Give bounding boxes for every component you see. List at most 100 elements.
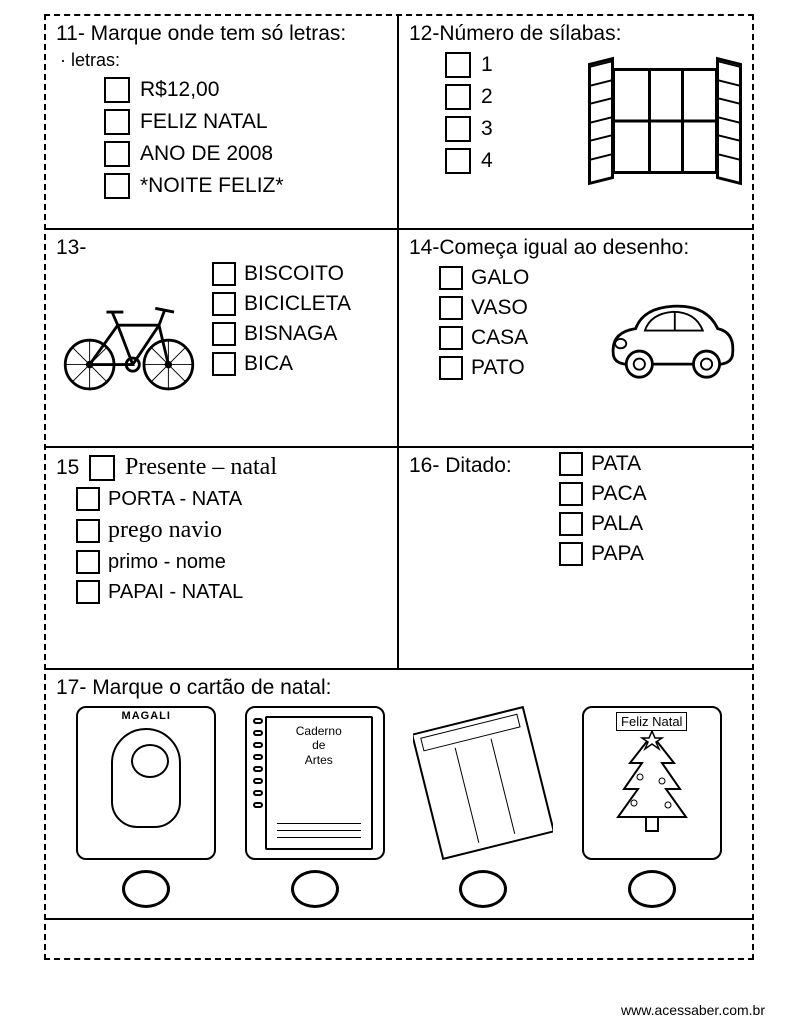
- q14-title: 14-Começa igual ao desenho:: [409, 236, 742, 260]
- q15-option: prego navio: [76, 517, 387, 544]
- checkbox[interactable]: [212, 262, 236, 286]
- spiral-icon: [253, 718, 263, 848]
- checkbox[interactable]: [439, 266, 463, 290]
- newspaper-icon: [413, 706, 553, 860]
- card-jornal: [408, 706, 558, 908]
- checkbox[interactable]: [104, 173, 130, 199]
- checkbox[interactable]: [439, 296, 463, 320]
- q15-option: PAPAI - NATAL: [76, 580, 387, 604]
- q11-subword: letras:: [71, 50, 120, 70]
- q13-option: BICICLETA: [212, 292, 387, 316]
- checkbox[interactable]: [559, 512, 583, 536]
- option-label: BISNAGA: [244, 322, 337, 346]
- q13-options: BISCOITO BICICLETA BISNAGA BICA: [212, 262, 387, 376]
- option-label: GALO: [471, 266, 529, 290]
- answer-oval[interactable]: [459, 870, 507, 908]
- option-label: 4: [481, 149, 493, 173]
- footer-url: www.acessaber.com.br: [621, 1002, 765, 1018]
- option-label: ANO DE 2008: [140, 142, 273, 166]
- option-label: VASO: [471, 296, 528, 320]
- q15: 15 Presente – natal PORTA - NATA prego n…: [46, 448, 399, 668]
- option-label: 2: [481, 85, 493, 109]
- checkbox[interactable]: [76, 487, 100, 511]
- checkbox[interactable]: [212, 292, 236, 316]
- row-11-12: 11- Marque onde tem só letras: · letras:…: [46, 16, 752, 230]
- jornal-image: [413, 706, 553, 860]
- checkbox[interactable]: [212, 352, 236, 376]
- checkbox[interactable]: [76, 519, 100, 543]
- q14: 14-Começa igual ao desenho: GALO VASO CA…: [399, 230, 752, 446]
- q17-number: 17: [56, 676, 79, 699]
- option-label: 3: [481, 117, 493, 141]
- christmas-tree-icon: [604, 731, 700, 846]
- q13-number: 13: [56, 236, 79, 259]
- car-icon: [602, 288, 742, 388]
- q15-options: PORTA - NATA prego navio primo - nome PA…: [76, 487, 387, 604]
- checkbox[interactable]: [439, 326, 463, 350]
- q12-number: 12: [409, 22, 432, 45]
- checkbox[interactable]: [445, 84, 471, 110]
- q13-option: BISNAGA: [212, 322, 387, 346]
- q16-number: 16: [409, 454, 432, 477]
- checkbox[interactable]: [76, 580, 100, 604]
- checkbox[interactable]: [104, 109, 130, 135]
- checkbox[interactable]: [89, 455, 115, 481]
- q12: 12-Número de sílabas: 1 2 3 4: [399, 16, 752, 228]
- option-label: PACA: [591, 482, 647, 506]
- option-label: FELIZ NATAL: [140, 110, 268, 134]
- q11-option: ANO DE 2008: [104, 141, 387, 167]
- checkbox[interactable]: [212, 322, 236, 346]
- caderno-lines: [277, 817, 361, 838]
- option-label: prego navio: [108, 517, 222, 544]
- checkbox[interactable]: [559, 482, 583, 506]
- q11-title-text: Marque onde tem só letras:: [91, 22, 347, 45]
- caderno-image: Caderno de Artes: [245, 706, 385, 860]
- q11-number: 11: [56, 22, 78, 45]
- option-label: BICA: [244, 352, 293, 376]
- q16-option: PACA: [559, 482, 742, 506]
- q14-option: GALO: [439, 266, 742, 290]
- q16-option: PATA: [559, 452, 742, 476]
- checkbox[interactable]: [76, 550, 100, 574]
- checkbox[interactable]: [445, 52, 471, 78]
- option-label: CASA: [471, 326, 528, 350]
- checkbox[interactable]: [559, 452, 583, 476]
- q17-title: 17- Marque o cartão de natal:: [56, 676, 742, 700]
- bicycle-icon: [54, 288, 204, 398]
- answer-oval[interactable]: [291, 870, 339, 908]
- q15-number: 15: [56, 456, 79, 479]
- option-label: PATA: [591, 452, 641, 476]
- q11-subline: · letras:: [60, 50, 387, 71]
- q11-title: 11- Marque onde tem só letras:: [56, 22, 387, 46]
- q15-first-cursive: Presente – natal: [125, 454, 277, 480]
- answer-oval[interactable]: [122, 870, 170, 908]
- option-label: PALA: [591, 512, 643, 536]
- card-feliz-natal: Feliz Natal: [577, 706, 727, 908]
- checkbox[interactable]: [104, 77, 130, 103]
- checkbox[interactable]: [445, 116, 471, 142]
- row-13-14: 13-: [46, 230, 752, 448]
- feliz-natal-image: Feliz Natal: [582, 706, 722, 860]
- answer-oval[interactable]: [628, 870, 676, 908]
- option-label: PORTA - NATA: [108, 488, 242, 511]
- q13: 13-: [46, 230, 399, 446]
- q11-option: FELIZ NATAL: [104, 109, 387, 135]
- q11-option: R$12,00: [104, 77, 387, 103]
- card-caderno: Caderno de Artes: [240, 706, 390, 908]
- option-label: BISCOITO: [244, 262, 344, 286]
- checkbox[interactable]: [559, 542, 583, 566]
- q11-option: *NOITE FELIZ*: [104, 173, 387, 199]
- option-label: PAPAI - NATAL: [108, 581, 243, 604]
- q12-title-text: Número de sílabas:: [439, 22, 621, 45]
- q17: 17- Marque o cartão de natal: MAGALI: [46, 670, 752, 918]
- q13-option: BISCOITO: [212, 262, 387, 286]
- q15-option: PORTA - NATA: [76, 487, 387, 511]
- q16-title-text: Ditado:: [445, 454, 512, 477]
- q13-title: 13-: [56, 236, 387, 260]
- checkbox[interactable]: [439, 356, 463, 380]
- checkbox[interactable]: [445, 148, 471, 174]
- checkbox[interactable]: [104, 141, 130, 167]
- magali-image: MAGALI: [76, 706, 216, 860]
- window-icon: [590, 60, 740, 190]
- q16-option: PAPA: [559, 542, 742, 566]
